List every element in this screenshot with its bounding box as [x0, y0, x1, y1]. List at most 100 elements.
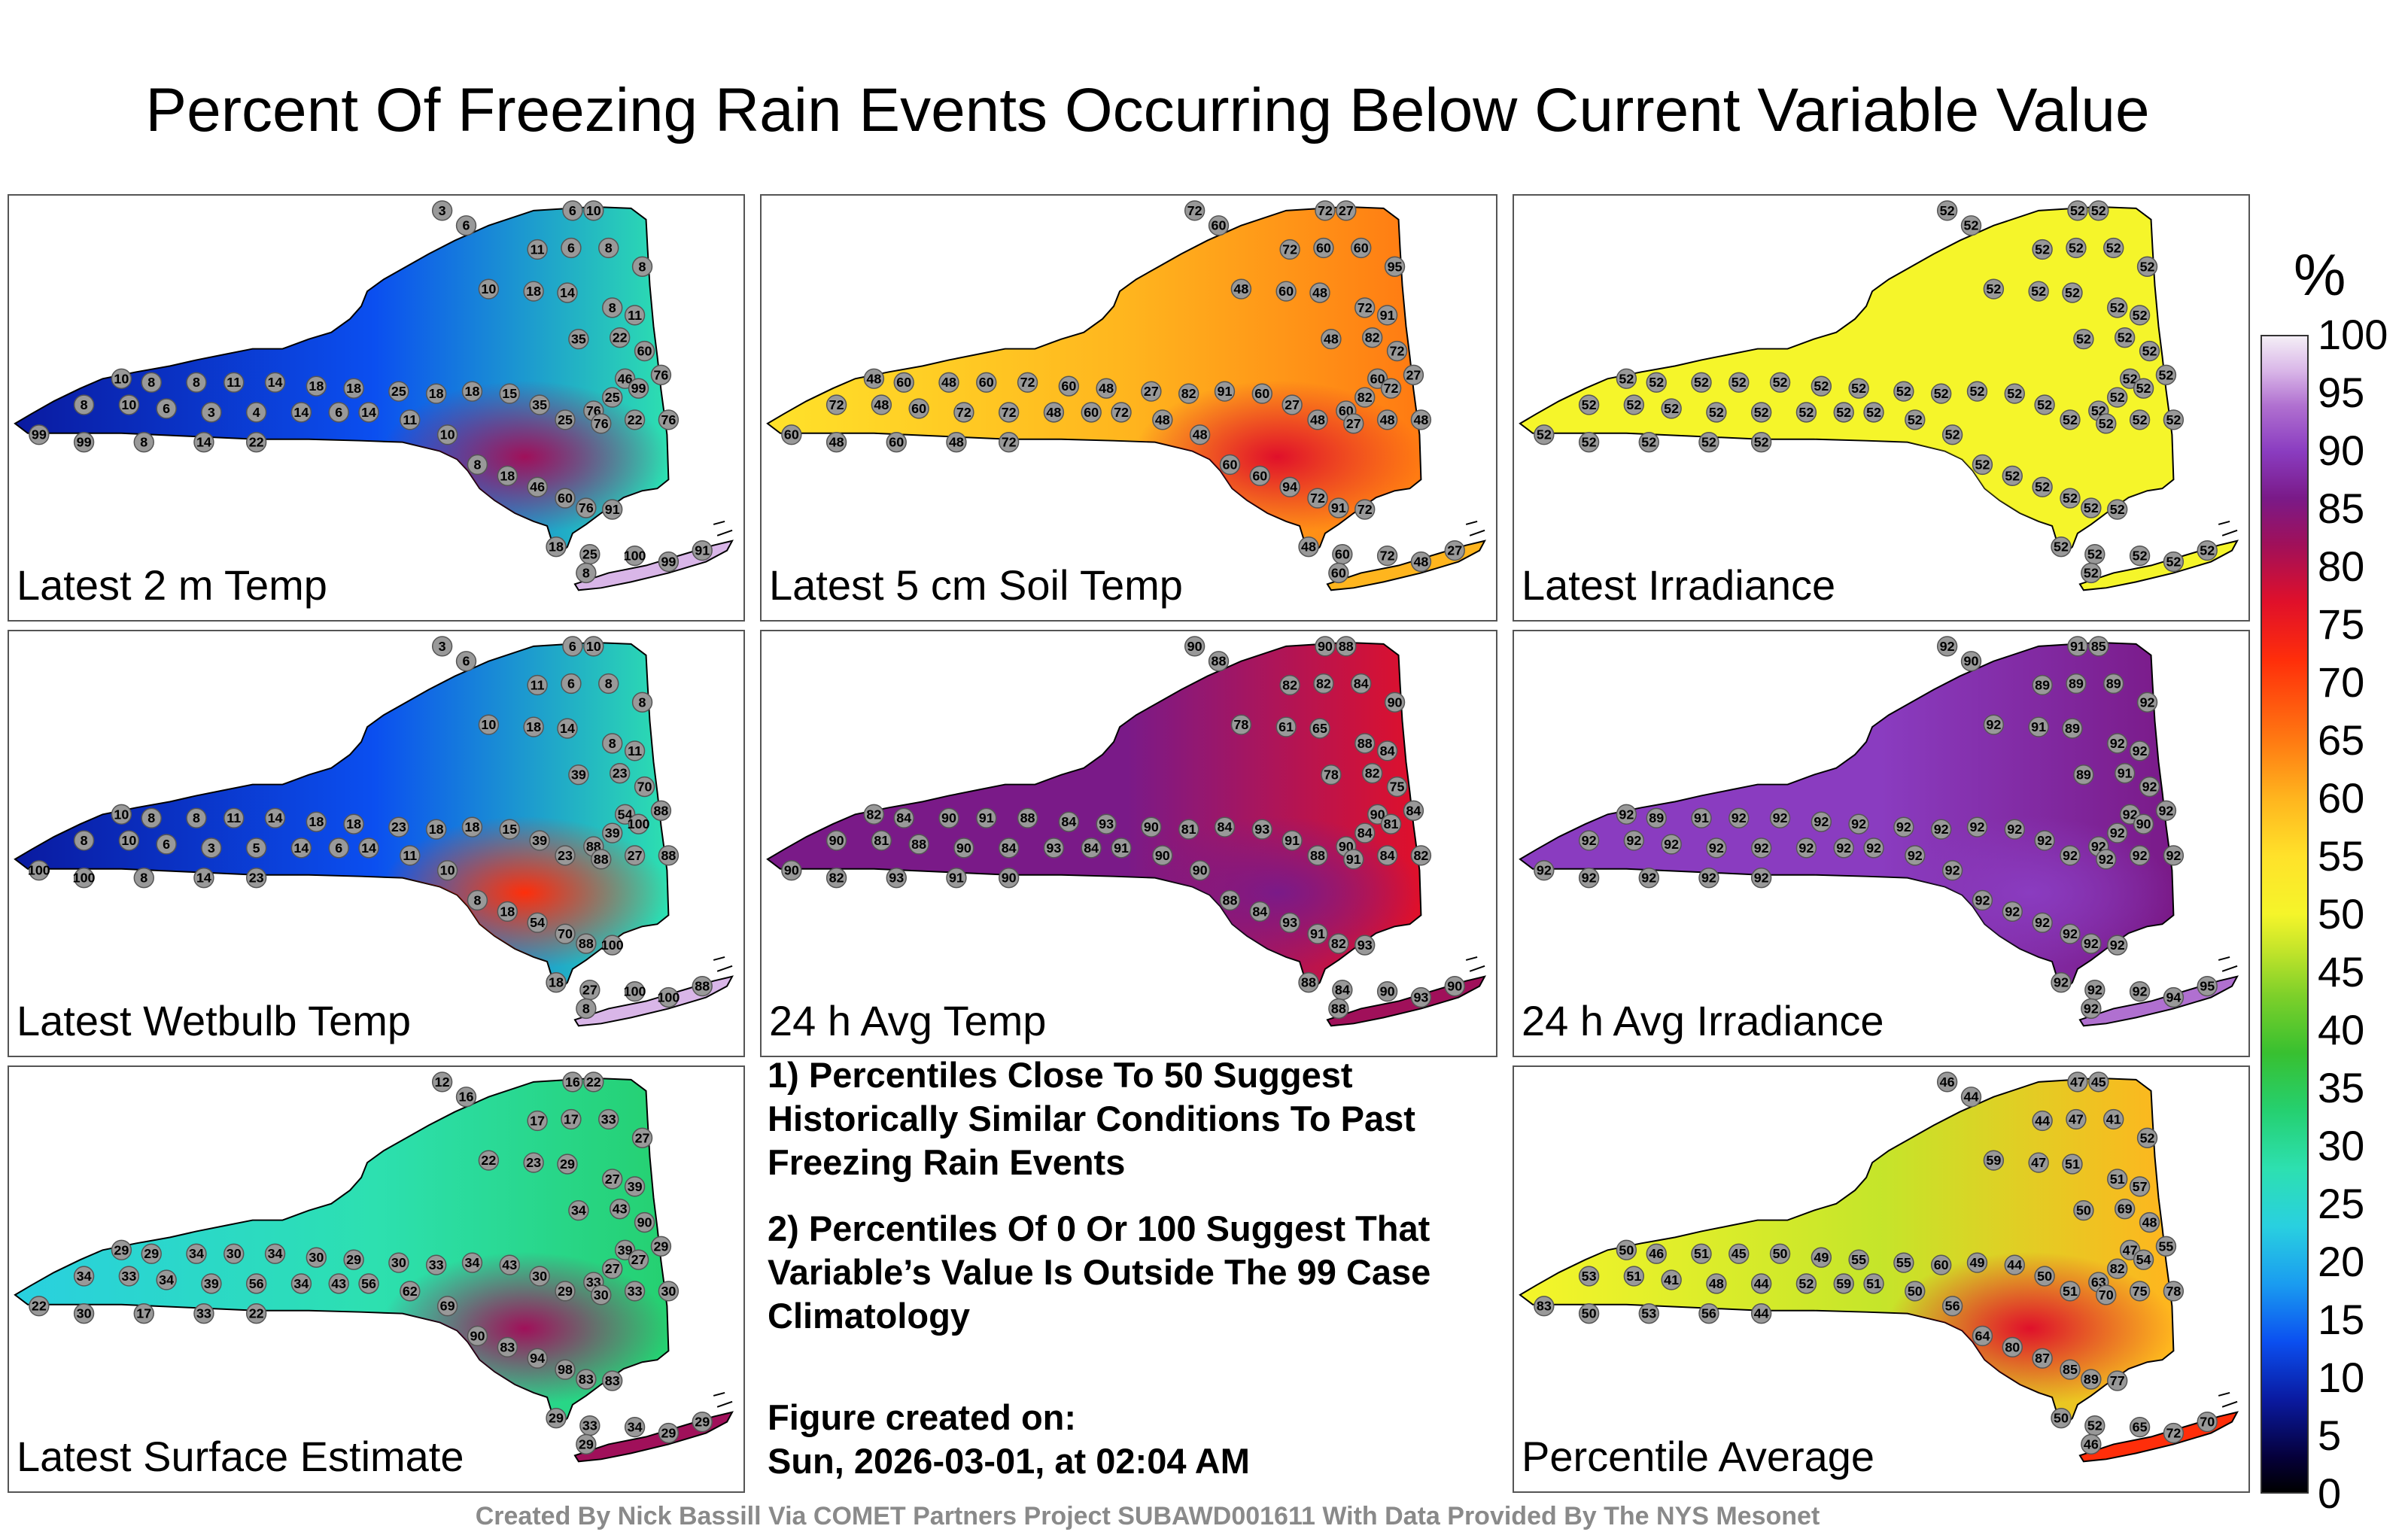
station-dot — [825, 432, 847, 453]
station-marker: 90 — [467, 1325, 488, 1347]
station-dot — [111, 368, 132, 389]
station-value: 33 — [121, 1269, 136, 1284]
station-value: 22 — [628, 412, 643, 427]
station-marker: 90 — [1376, 980, 1398, 1002]
station-value: 52 — [1836, 405, 1851, 420]
station-marker: 72 — [1380, 378, 1402, 399]
station-value: 50 — [1582, 1306, 1597, 1321]
station-marker: 92 — [2051, 972, 2072, 993]
station-marker: 82 — [1410, 845, 1432, 866]
station-value: 52 — [2065, 285, 2080, 300]
map-panel-soil-temp: 72 60 72 27 72 60 60 95 48 60 48 72 91 82 48 72 60 27 72 82… — [760, 194, 1497, 622]
station-marker: 83 — [497, 1336, 518, 1358]
coast-tick-1 — [716, 965, 733, 972]
station-marker: 89 — [2073, 764, 2094, 786]
station-dot — [591, 413, 612, 434]
station-marker: 61 — [1275, 716, 1297, 737]
station-dot — [1833, 402, 1854, 423]
station-value: 52 — [1754, 405, 1769, 420]
station-dot — [245, 1303, 267, 1324]
station-dot — [953, 837, 974, 859]
station-value: 48 — [1046, 405, 1061, 420]
coast-tick-2 — [2218, 1391, 2230, 1397]
station-marker: 48 — [863, 368, 885, 389]
station-marker: 18 — [425, 383, 447, 404]
station-dot — [609, 763, 631, 784]
station-value: 56 — [1945, 1299, 1960, 1314]
station-value: 25 — [391, 384, 406, 399]
station-marker: 81 — [871, 830, 892, 851]
station-value: 30 — [77, 1306, 92, 1321]
station-dot — [1152, 845, 1173, 866]
station-marker: 6 — [328, 837, 349, 859]
station-marker: 53 — [1578, 1266, 1600, 1287]
station-marker: 45 — [2088, 1071, 2109, 1093]
station-value: 100 — [624, 549, 646, 564]
station-marker: 48 — [1309, 282, 1330, 303]
station-marker: 25 — [579, 543, 600, 565]
station-value: 60 — [1212, 218, 1227, 233]
station-dot — [467, 1325, 488, 1347]
station-marker: 60 — [908, 398, 929, 419]
station-dot — [467, 454, 488, 476]
station-value: 60 — [979, 375, 994, 390]
station-marker: 52 — [1848, 378, 1869, 399]
station-value: 18 — [500, 904, 515, 919]
station-marker: 8 — [467, 454, 488, 476]
station-value: 89 — [2065, 721, 2080, 736]
station-value: 92 — [2099, 852, 2114, 867]
station-dot — [2136, 256, 2158, 277]
station-value: 34 — [159, 1272, 174, 1287]
station-marker: 52 — [1750, 432, 1772, 453]
station-dot — [290, 1273, 312, 1294]
station-dot — [1691, 807, 1712, 828]
station-dot — [781, 424, 802, 445]
station-marker: 48 — [1410, 409, 1432, 430]
station-marker: 89 — [2032, 674, 2053, 696]
station-marker: 8 — [602, 297, 623, 318]
station-value: 43 — [502, 1257, 517, 1272]
station-value: 48 — [874, 397, 889, 412]
station-dot — [499, 819, 520, 840]
station-value: 65 — [1312, 721, 1327, 736]
station-dot — [2081, 562, 2102, 584]
station-value: 70 — [2200, 1415, 2215, 1430]
station-marker: 75 — [2129, 1281, 2151, 1302]
colorbar-tick-label: 15 — [2318, 1296, 2365, 1343]
station-value: 62 — [403, 1284, 418, 1299]
station-marker: 14 — [557, 282, 578, 303]
station-marker: 60 — [781, 424, 802, 445]
station-marker: 70 — [2197, 1412, 2218, 1433]
station-marker: 88 — [1208, 651, 1230, 672]
station-dot — [306, 1247, 327, 1268]
station-dot — [557, 282, 578, 303]
station-marker: 52 — [1960, 215, 1982, 236]
station-marker: 90 — [1184, 636, 1206, 657]
station-value: 82 — [1365, 766, 1380, 781]
station-marker: 88 — [1017, 807, 1038, 828]
station-marker: 44 — [1960, 1087, 1982, 1108]
station-marker: 52 — [1534, 424, 1555, 445]
station-value: 92 — [2166, 848, 2181, 863]
station-dot — [358, 402, 379, 423]
station-dot — [624, 305, 646, 326]
station-dot — [2136, 692, 2158, 713]
station-value: 82 — [1282, 678, 1297, 693]
station-dot — [1214, 381, 1236, 402]
station-marker: 52 — [1930, 383, 1952, 404]
station-marker: 34 — [461, 1252, 483, 1273]
station-marker: 81 — [1380, 813, 1402, 834]
station-marker: 5 — [245, 837, 267, 859]
colorbar-tick-label: 55 — [2318, 832, 2365, 880]
station-marker: 60 — [1249, 465, 1270, 487]
station-dot — [1282, 394, 1303, 415]
station-value: 72 — [1002, 405, 1017, 420]
station-dot — [523, 1152, 544, 1173]
station-marker: 18 — [546, 972, 567, 993]
station-dot — [1833, 837, 1854, 859]
station-value: 52 — [1798, 1276, 1814, 1291]
station-marker: 84 — [1214, 816, 1236, 837]
station-marker: 48 — [1321, 328, 1342, 350]
station-marker: 27 — [602, 1169, 623, 1190]
station-marker: 52 — [2136, 1127, 2158, 1148]
